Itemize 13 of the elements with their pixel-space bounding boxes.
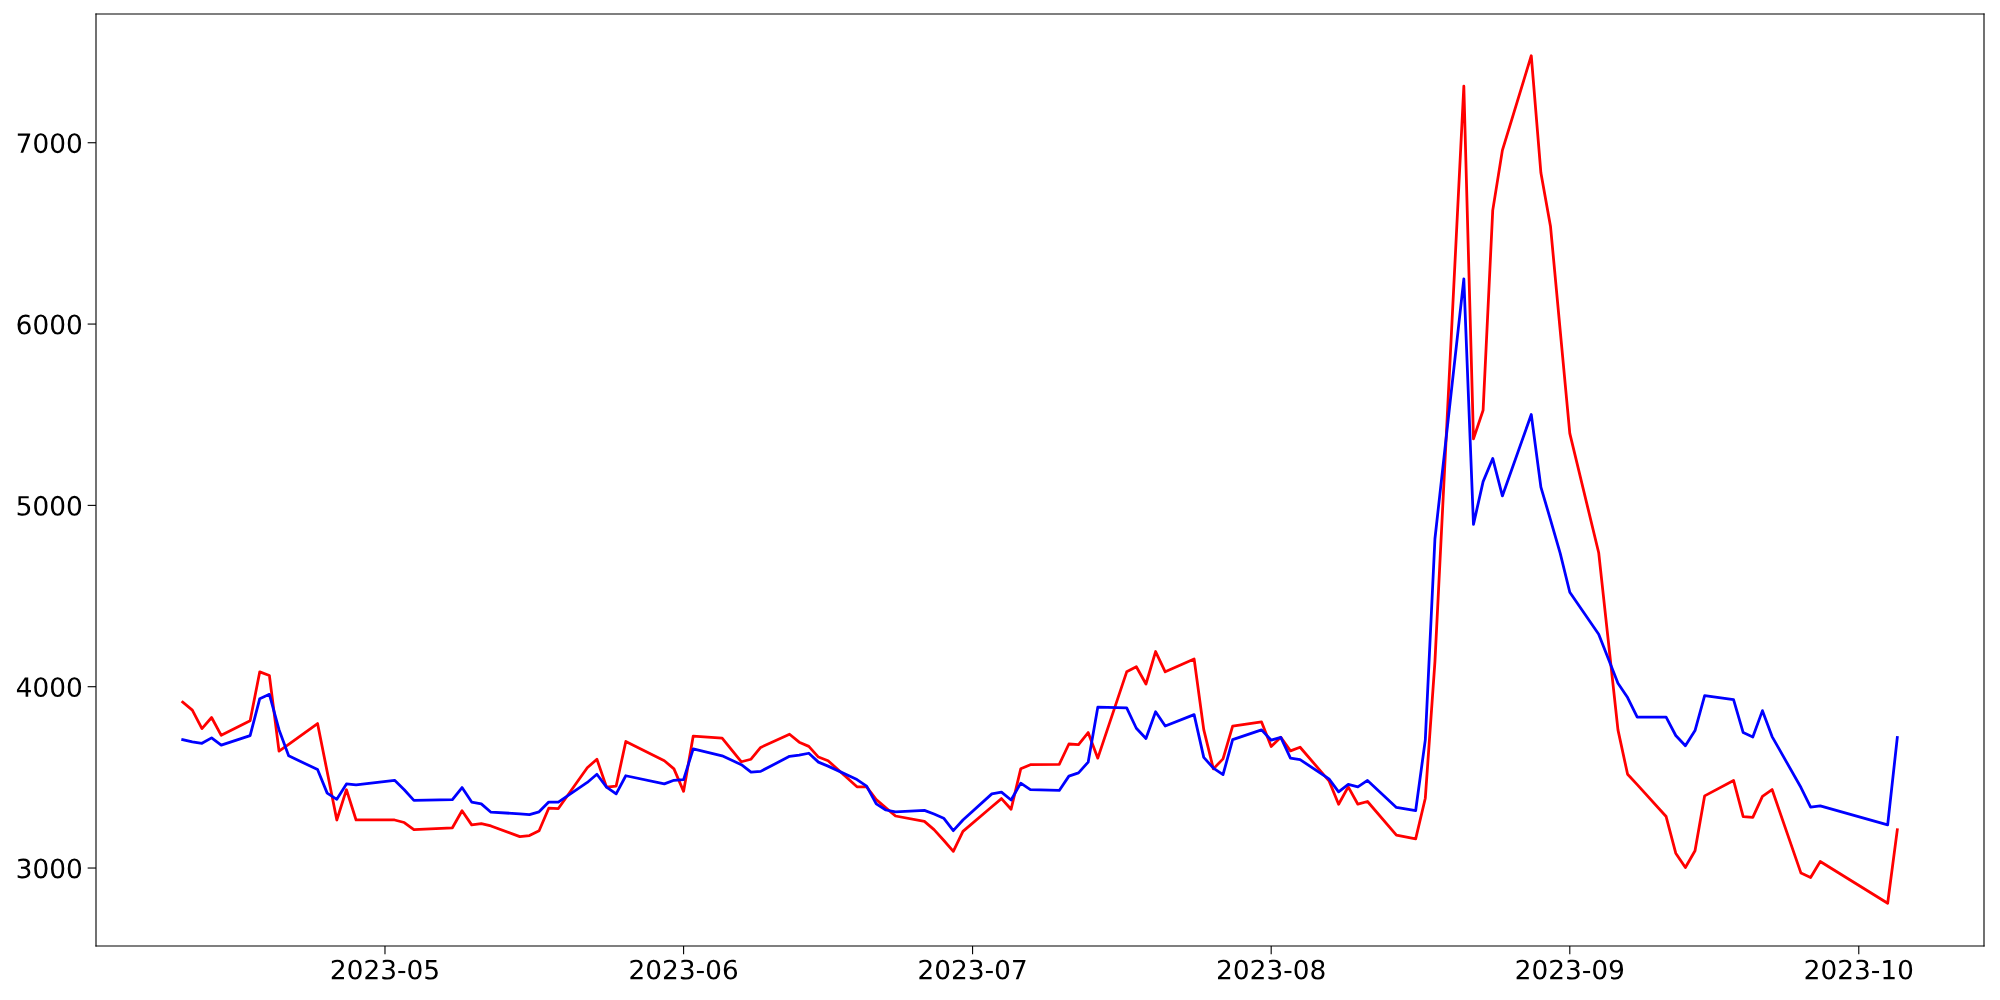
x-tick-label: 2023-09: [1516, 959, 1624, 980]
y-tick-label: 3000: [17, 858, 82, 879]
x-tick-label: 2023-06: [630, 959, 738, 980]
x-tick-label: 2023-10: [1805, 959, 1913, 980]
x-tick-label: 2023-05: [331, 959, 438, 980]
y-tick-label: 7000: [17, 133, 82, 154]
x-tick-label: 2023-08: [1217, 959, 1325, 980]
y-tick-label: 6000: [17, 314, 82, 335]
x-tick-label: 2023-07: [919, 959, 1026, 980]
line-series: [181, 277, 1899, 833]
line-series: [181, 54, 1899, 905]
y-tick-label: 4000: [16, 677, 82, 698]
y-tick-label: 5000: [17, 495, 82, 516]
